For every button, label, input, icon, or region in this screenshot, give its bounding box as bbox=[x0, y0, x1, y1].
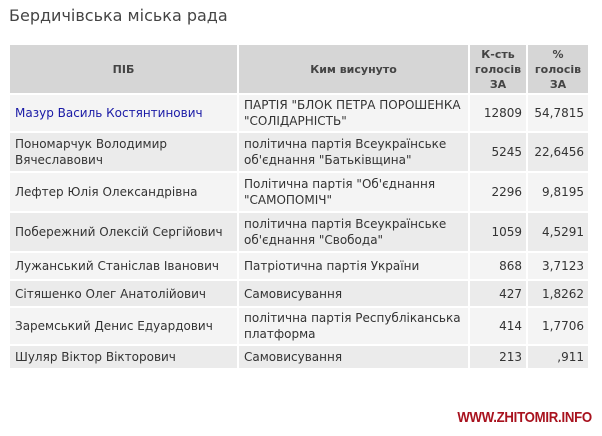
results-table: ПІБ Ким висунуто К-сть голосів ЗА % голо… bbox=[8, 43, 590, 370]
percent: ,911 bbox=[526, 344, 590, 370]
table-row: Лефтер Юлія Олександрівна Політична парті… bbox=[8, 171, 590, 213]
candidate-name: Шуляр Віктор Вікторович bbox=[8, 344, 239, 370]
candidate-name: Мазур Василь Костянтинович bbox=[8, 93, 239, 133]
page-title: Бердичівська міська рада bbox=[9, 6, 228, 25]
header-name: ПІБ bbox=[8, 43, 239, 95]
table-row: Пономарчук Володимир Вячеславович політич… bbox=[8, 131, 590, 173]
header-party: Ким висунуто bbox=[237, 43, 470, 95]
votes: 868 bbox=[468, 251, 528, 281]
party: політична партія Всеукраїнське об'єднанн… bbox=[237, 131, 470, 173]
table-row: Заремський Денис Едуардович політична пар… bbox=[8, 306, 590, 346]
percent: 22,6456 bbox=[526, 131, 590, 173]
party: Самовисування bbox=[237, 344, 470, 370]
votes: 5245 bbox=[468, 131, 528, 173]
candidate-name: Лефтер Юлія Олександрівна bbox=[8, 171, 239, 213]
votes: 1059 bbox=[468, 211, 528, 253]
votes: 2296 bbox=[468, 171, 528, 213]
header-votes: К-сть голосів ЗА bbox=[468, 43, 528, 95]
percent: 9,8195 bbox=[526, 171, 590, 213]
votes: 12809 bbox=[468, 93, 528, 133]
votes: 414 bbox=[468, 306, 528, 346]
candidate-link[interactable]: Мазур Василь Костянтинович bbox=[15, 106, 203, 120]
candidate-name: Лужанський Станіслав Іванович bbox=[8, 251, 239, 281]
party: Патріотична партія України bbox=[237, 251, 470, 281]
party: політична партія Республіканська платфор… bbox=[237, 306, 470, 346]
watermark-logo: WWW.ZHITOMIR.INFO bbox=[457, 409, 592, 426]
party: Політична партія "Об'єднання "САМОПОМІЧ" bbox=[237, 171, 470, 213]
party: Самовисування bbox=[237, 279, 470, 308]
party: ПАРТІЯ "БЛОК ПЕТРА ПОРОШЕНКА "СОЛІДАРНІС… bbox=[237, 93, 470, 133]
table-header-row: ПІБ Ким висунуто К-сть голосів ЗА % голо… bbox=[8, 43, 590, 95]
candidate-name: Заремський Денис Едуардович bbox=[8, 306, 239, 346]
table-row: Сітяшенко Олег Анатолійович Самовисування… bbox=[8, 279, 590, 308]
votes: 427 bbox=[468, 279, 528, 308]
candidate-name: Сітяшенко Олег Анатолійович bbox=[8, 279, 239, 308]
table-row: Шуляр Віктор Вікторович Самовисування 213,… bbox=[8, 344, 590, 370]
percent: 54,7815 bbox=[526, 93, 590, 133]
table-row: Мазур Василь Костянтинович ПАРТІЯ "БЛОК П… bbox=[8, 93, 590, 133]
candidate-name: Побережний Олексій Сергійович bbox=[8, 211, 239, 253]
header-percent: % голосів ЗА bbox=[526, 43, 590, 95]
percent: 4,5291 bbox=[526, 211, 590, 253]
percent: 3,7123 bbox=[526, 251, 590, 281]
percent: 1,7706 bbox=[526, 306, 590, 346]
table-row: Побережний Олексій Сергійович політична п… bbox=[8, 211, 590, 253]
votes: 213 bbox=[468, 344, 528, 370]
table-row: Лужанський Станіслав Іванович Патріотична… bbox=[8, 251, 590, 281]
party: політична партія Всеукраїнське об'єднанн… bbox=[237, 211, 470, 253]
candidate-name: Пономарчук Володимир Вячеславович bbox=[8, 131, 239, 173]
percent: 1,8262 bbox=[526, 279, 590, 308]
